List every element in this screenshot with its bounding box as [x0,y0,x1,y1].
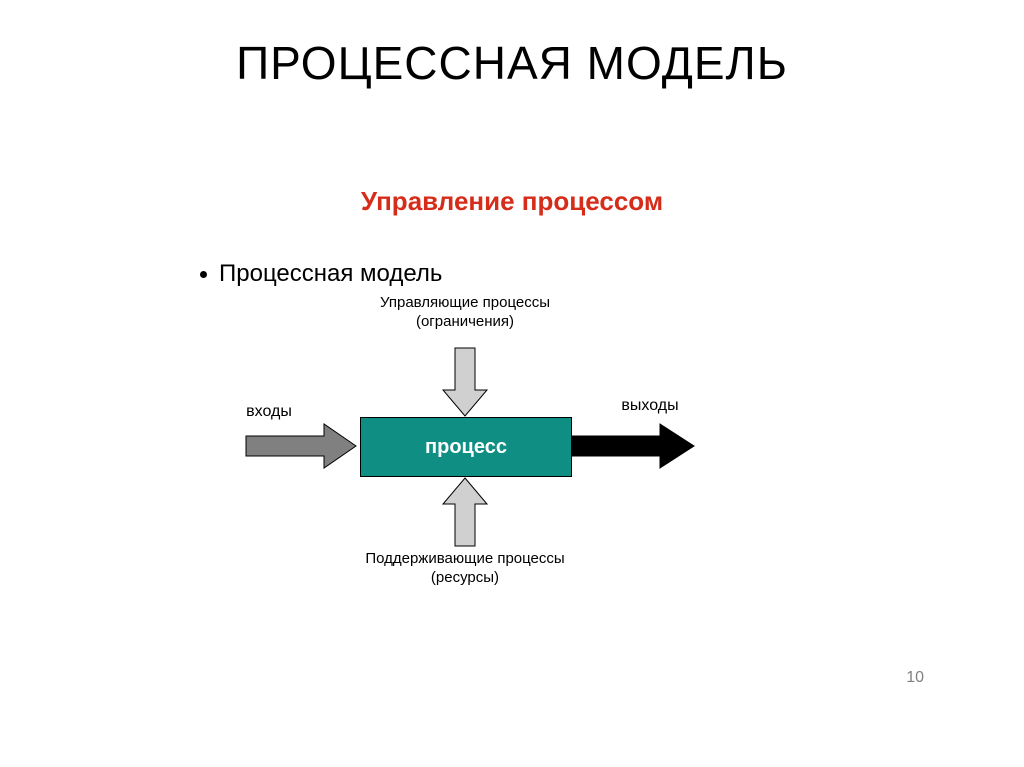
input-arrow-poly [246,424,356,468]
slide-title: ПРОЦЕССНАЯ МОДЕЛЬ [0,36,1024,90]
process-box-label: процесс [425,436,507,459]
input-label: входы [224,402,314,422]
control-label-l1: Управляющие процессы [380,294,550,311]
subtitle: Управление процессом [0,186,1024,217]
bullet-dot-icon [200,271,207,278]
process-diagram: Управляющие процессы (ограничения) входы… [180,292,820,602]
bullet-text: Процессная модель [219,260,442,288]
control-label: Управляющие процессы (ограничения) [310,294,620,332]
support-arrow-icon [443,476,487,546]
process-box: процесс [360,417,572,477]
output-arrow-poly [572,424,694,468]
page-number: 10 [906,669,924,687]
support-label-l2: (ресурсы) [431,569,499,586]
input-arrow-icon [246,424,358,470]
support-arrow-poly [443,478,487,546]
bullet-line: Процессная модель [200,260,442,288]
control-arrow-poly [443,348,487,416]
support-label-l1: Поддерживающие процессы [365,550,564,567]
output-arrow-icon [572,424,696,470]
control-arrow-icon [443,348,487,418]
control-label-l2: (ограничения) [416,313,514,330]
output-label: выходы [600,396,700,416]
support-label: Поддерживающие процессы (ресурсы) [290,550,640,588]
